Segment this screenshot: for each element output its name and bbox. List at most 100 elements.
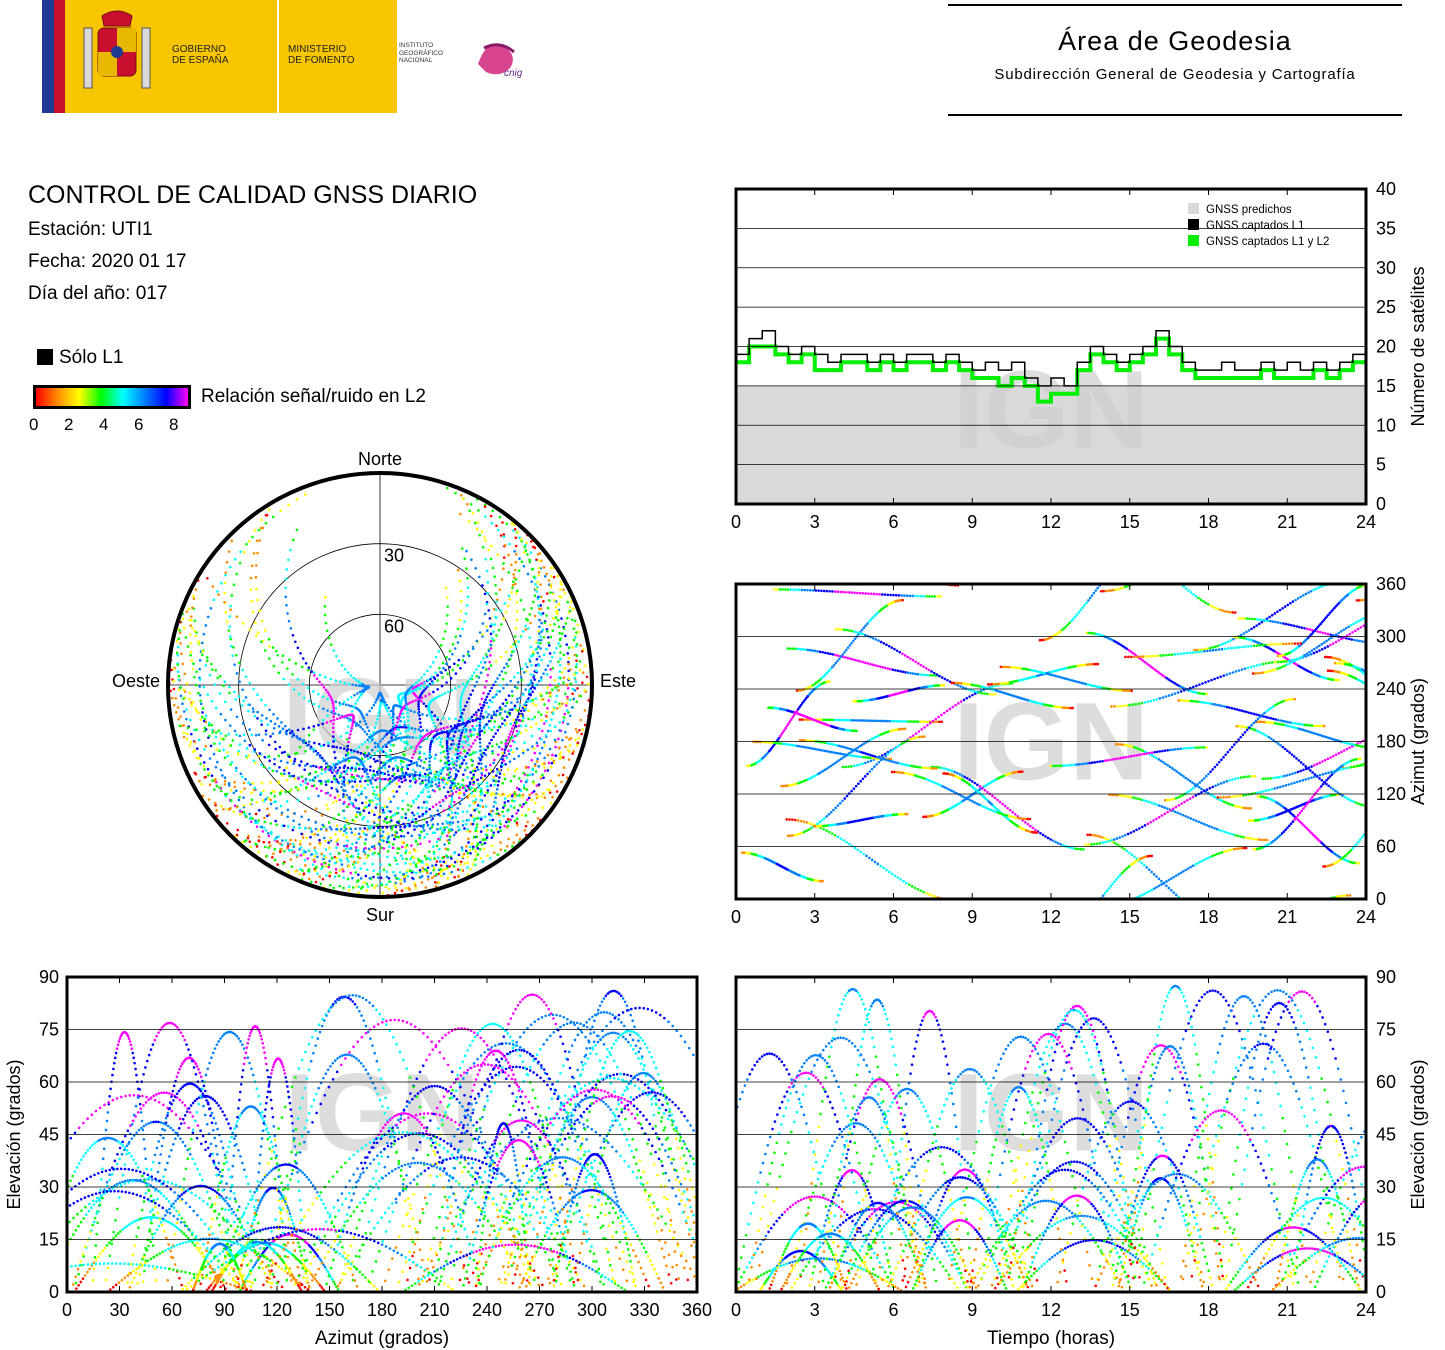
track-point (368, 876, 372, 880)
track-point (367, 854, 370, 857)
track-point (490, 829, 493, 832)
track-point (337, 713, 341, 717)
track-point (419, 782, 422, 785)
track-point (403, 720, 406, 724)
track-point (428, 767, 431, 771)
track-point (479, 745, 482, 748)
track-point (447, 773, 450, 776)
track-point (460, 692, 464, 696)
track-point (519, 779, 523, 783)
track-point (468, 848, 472, 852)
track-point (537, 630, 540, 633)
track-point (261, 830, 265, 833)
track-point (301, 779, 305, 783)
track-point (248, 743, 252, 747)
track-point (266, 807, 269, 811)
track-point (281, 654, 285, 657)
track-point (361, 801, 364, 805)
track-point (192, 662, 195, 665)
track-point (510, 794, 514, 798)
track-point (541, 628, 545, 632)
track-point (1242, 632, 1246, 635)
track-point (416, 861, 420, 865)
track-point (412, 856, 416, 859)
track-point (224, 718, 227, 722)
track-point (492, 683, 495, 687)
track-point (185, 737, 189, 741)
track-point (533, 546, 537, 550)
track-point (502, 759, 506, 763)
track-point (496, 677, 499, 680)
track-point (313, 674, 316, 677)
track-point (531, 685, 534, 689)
track-point (337, 659, 341, 663)
track-point (307, 733, 311, 737)
track-point (491, 509, 494, 513)
track-point (486, 789, 490, 792)
track-point (227, 784, 231, 787)
track-point (409, 869, 413, 873)
track-point (518, 557, 521, 561)
track-point (290, 865, 294, 868)
track-point (439, 871, 442, 874)
gov-text: GOBIERNO DE ESPAÑA (172, 44, 229, 66)
track-point (418, 764, 422, 768)
track-point (1189, 699, 1193, 703)
track-point (449, 677, 453, 680)
track-point (326, 765, 330, 769)
track-point (562, 627, 566, 630)
track-point (439, 644, 443, 647)
track-point (357, 807, 361, 810)
track-point (490, 637, 494, 640)
track-point (414, 699, 417, 702)
track-point (478, 737, 482, 741)
track-point (412, 813, 416, 817)
track-point (515, 618, 519, 622)
track-point (383, 762, 387, 766)
track-point (314, 827, 318, 831)
track-point (218, 786, 221, 789)
track-point (443, 777, 446, 781)
track-point (423, 818, 426, 821)
track-point (1242, 710, 1246, 713)
track-point (458, 828, 462, 831)
track-point (516, 697, 519, 701)
track-point (399, 759, 403, 762)
track-point (265, 854, 268, 858)
track-point (224, 734, 228, 738)
track-point (315, 787, 319, 790)
track-point (250, 733, 253, 737)
track-point (445, 739, 449, 743)
track-point (285, 778, 289, 782)
track-point (411, 818, 415, 821)
track-point (329, 794, 332, 797)
track-point (871, 663, 875, 667)
track-point (228, 615, 232, 618)
track-point (495, 807, 499, 810)
track-point (223, 779, 227, 783)
track-point (177, 678, 181, 682)
track-point (478, 703, 482, 706)
track-point (243, 787, 246, 790)
track-point (500, 741, 503, 744)
track-point (509, 748, 513, 752)
track-point (423, 772, 427, 776)
track-point (271, 855, 274, 859)
track-point (447, 761, 451, 765)
track-point (459, 705, 462, 708)
ign-watermark: IGN (953, 348, 1149, 471)
track-point (329, 852, 332, 856)
track-point (489, 647, 493, 650)
track-point (439, 835, 442, 839)
track-point (203, 729, 206, 733)
track-point (344, 795, 347, 798)
track-point (1276, 718, 1280, 722)
track-point (417, 705, 420, 708)
track-point (1317, 586, 1321, 589)
track-point (458, 754, 461, 758)
track-point (391, 739, 394, 742)
track-point (549, 623, 552, 627)
track-point (844, 765, 848, 769)
track-point (376, 777, 379, 780)
track-point (257, 835, 261, 839)
